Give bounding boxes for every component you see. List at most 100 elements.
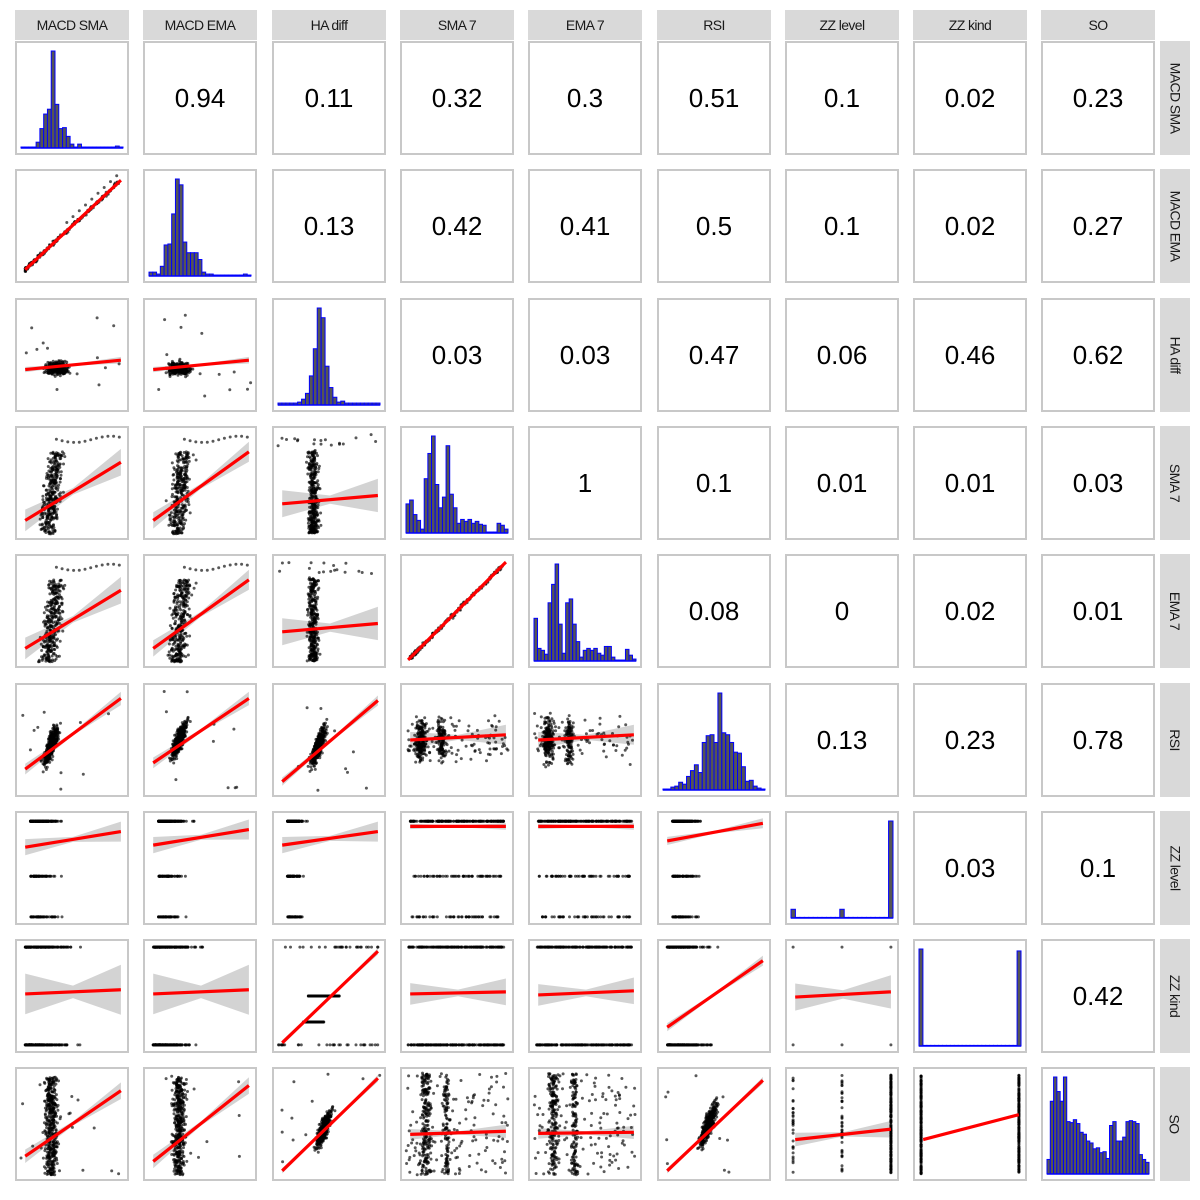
regression-line [153,988,249,996]
scatter-plot [23,945,121,1047]
column-label-ha-diff: HA diff [272,10,386,40]
regression-line [152,697,250,765]
correlation-cell-zz-kind-vs-so: 0.42 [1041,939,1155,1053]
scatter-zz-kind-vs-rsi [657,939,771,1053]
scatter-zz-level-vs-macd-sma [15,811,129,925]
scatter-plot [406,560,508,662]
correlation-value: 0.01 [944,467,996,498]
scatter-ema-7-vs-ha-diff [272,554,386,668]
histogram-bars [662,692,766,791]
correlation-value: 0.02 [944,595,996,626]
regression-line [282,493,379,506]
data-points [280,1072,382,1164]
row-label-ha-diff: HA diff [1160,298,1190,412]
scatter-rsi-vs-ema-7 [528,683,642,797]
correlation-cell-sma-7-vs-ema-7: 1 [528,426,642,540]
histogram-ema-7 [528,554,642,668]
column-label-so: SO [1041,10,1155,40]
regression-line [666,959,764,1029]
scatter-zz-level-vs-ha-diff [272,811,386,925]
correlation-value: 0 [834,595,850,626]
regression-line [152,1084,250,1163]
histogram-sma-7 [400,426,514,540]
histogram-bars [533,563,637,662]
data-points [536,819,634,919]
correlation-cell-macd-ema-vs-ha-diff: 0.13 [272,169,386,283]
correlation-value: 0.23 [1072,82,1124,113]
histogram-zz-kind [913,939,1027,1053]
correlation-cell-macd-sma-vs-ema-7: 0.3 [528,41,642,155]
scatter-ha-diff-vs-macd-sma [15,298,129,412]
correlation-cell-ema-7-vs-so: 0.01 [1041,554,1155,668]
column-label-sma-7: SMA 7 [400,10,514,40]
column-label-zz-level: ZZ level [785,10,899,40]
data-points [533,711,634,769]
scatter-plot [666,818,764,919]
correlation-cell-rsi-vs-zz-kind: 0.23 [913,683,1027,797]
correlation-value: 0.01 [1072,595,1124,626]
correlation-value: 0.27 [1072,210,1124,241]
correlation-value: 0.1 [823,82,861,113]
column-label-ema-7: EMA 7 [528,10,642,40]
correlation-value: 0.03 [559,339,611,370]
correlation-value: 0.62 [1072,339,1124,370]
correlation-cell-sma-7-vs-zz-kind: 0.01 [913,426,1027,540]
scatter-plot [152,562,250,664]
correlation-value: 0.32 [431,82,483,113]
row-label-text: SO [1167,1114,1183,1134]
correlation-cell-rsi-vs-so: 0.78 [1041,683,1155,797]
scatter-plot [24,434,122,536]
confidence-band [25,964,121,1015]
row-label-zz-level: ZZ level [1160,811,1190,925]
scatter-zz-kind-vs-zz-level [785,939,899,1053]
histogram-macd-ema [143,169,257,283]
column-label-macd-sma: MACD SMA [15,10,129,40]
scatter-plot [152,690,250,790]
scatter-ema-7-vs-sma-7 [400,554,514,668]
scatter-plot [919,1073,1021,1176]
scatter-plot [152,434,250,536]
scatter-sma-7-vs-ha-diff [272,426,386,540]
scatter-ema-7-vs-macd-ema [143,554,257,668]
correlation-value: 0.01 [816,467,868,498]
scatter-plot [24,819,122,919]
data-points [164,1074,241,1177]
correlation-value: 0.11 [304,82,354,113]
correlation-value: 0.78 [1072,724,1124,755]
regression-line [281,1077,379,1172]
scatter-sma-7-vs-macd-ema [143,426,257,540]
correlation-value: 0.02 [944,82,996,113]
row-label-ema-7: EMA 7 [1160,554,1190,668]
scatter-plot [276,433,379,535]
regression-line [281,699,379,783]
scatter-so-vs-macd-ema [143,1067,257,1181]
regression-line [410,990,506,996]
correlation-cell-macd-sma-vs-zz-kind: 0.02 [913,41,1027,155]
correlation-value: 0.3 [566,82,604,113]
correlation-cell-sma-7-vs-so: 0.03 [1041,426,1155,540]
scatter-zz-level-vs-rsi [657,811,771,925]
correlation-cell-macd-sma-vs-macd-ema: 0.94 [143,41,257,155]
regression-line [666,821,764,843]
scatter-zz-kind-vs-sma-7 [400,939,514,1053]
correlation-cell-ema-7-vs-zz-kind: 0.02 [913,554,1027,668]
column-label-rsi: RSI [657,10,771,40]
regression-line [153,358,250,372]
correlation-value: 0.42 [431,210,483,241]
regression-line [795,990,891,999]
data-points [670,819,702,919]
row-label-text: HA diff [1167,336,1184,374]
scatter-so-vs-macd-sma [15,1067,129,1181]
regression-line [25,988,121,996]
scatter-plot [152,1074,250,1177]
row-label-zz-kind: ZZ kind [1160,939,1190,1053]
correlation-cell-ema-7-vs-rsi: 0.08 [657,554,771,668]
histogram-bars [405,435,509,534]
correlation-cell-macd-ema-vs-ema-7: 0.41 [528,169,642,283]
histogram-so [1041,1067,1155,1181]
row-label-text: MACD EMA [1167,190,1183,262]
scatter-rsi-vs-macd-sma [15,683,129,797]
regression-line [152,827,250,847]
row-label-sma-7: SMA 7 [1160,426,1190,540]
scatter-plot [406,945,506,1047]
